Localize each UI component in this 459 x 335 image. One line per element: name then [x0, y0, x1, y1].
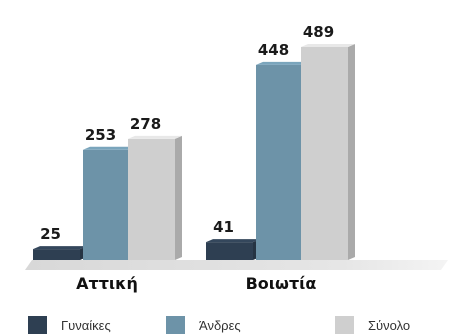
- bar-2-3: [301, 44, 355, 260]
- value-label-2-2: 448: [258, 41, 289, 59]
- legend-swatch: [28, 316, 47, 334]
- legend: Γυναίκες Άνδρες Σύνολο: [0, 313, 459, 335]
- value-label-1-3: 278: [130, 115, 161, 133]
- category-label-1: Αττική: [76, 274, 138, 293]
- value-label-2-1: 41: [213, 218, 234, 236]
- bar-1-1: [33, 246, 87, 260]
- legend-label: Σύνολο: [368, 317, 411, 333]
- legend-swatch: [166, 316, 185, 334]
- value-label-1-2: 253: [85, 126, 116, 144]
- value-label-1-1: 25: [40, 225, 61, 243]
- bar-1-3: [128, 135, 182, 260]
- chart-floor: [25, 260, 448, 270]
- legend-label: Γυναίκες: [61, 317, 111, 333]
- legend-item-2: Άνδρες: [166, 316, 241, 334]
- legend-label: Άνδρες: [199, 317, 241, 333]
- category-label-2: Βοιωτία: [246, 274, 317, 293]
- legend-item-3: Σύνολο: [335, 316, 410, 334]
- value-label-2-3: 489: [303, 23, 334, 41]
- legend-item-1: Γυναίκες: [28, 316, 111, 334]
- bar-2-1: [206, 239, 260, 260]
- legend-swatch: [335, 316, 354, 334]
